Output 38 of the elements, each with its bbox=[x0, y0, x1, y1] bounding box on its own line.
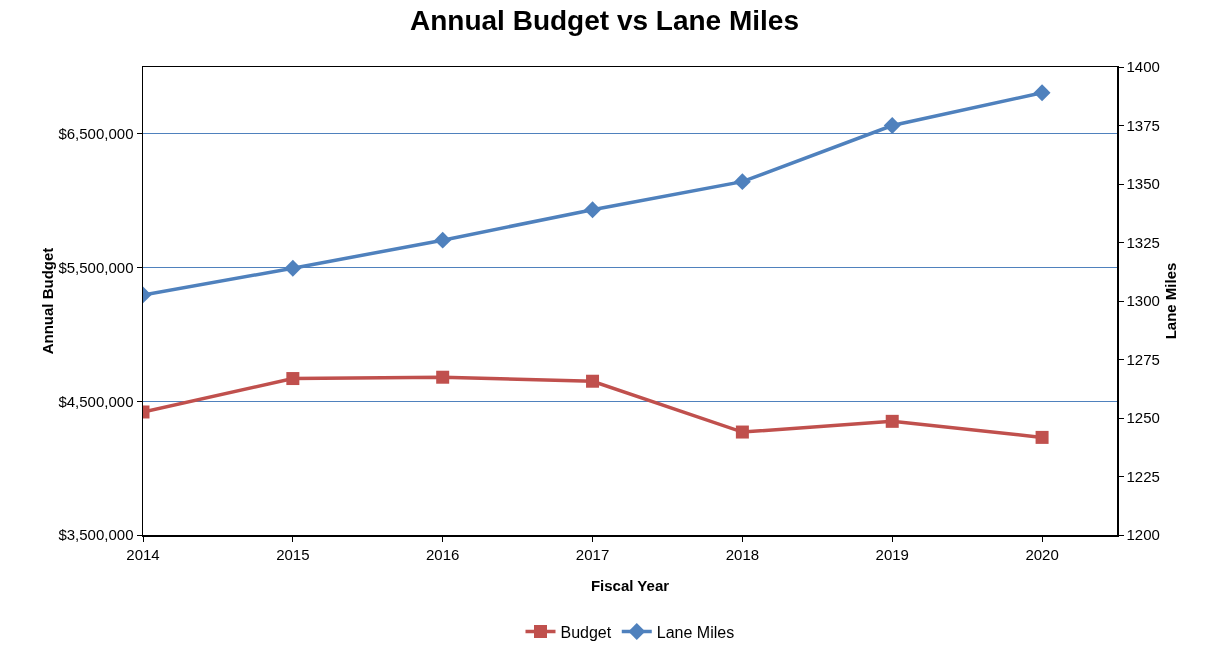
point bbox=[436, 370, 450, 384]
y2-tick-label: 1350 bbox=[1126, 175, 1160, 193]
point bbox=[1033, 84, 1051, 102]
point bbox=[883, 117, 901, 134]
y-tick-label: $5,500,000 bbox=[58, 258, 134, 276]
point bbox=[286, 372, 300, 386]
x-tick-label: 2015 bbox=[276, 545, 310, 563]
x-tick-label: 2018 bbox=[725, 545, 760, 563]
y2-tick-label: 1325 bbox=[1126, 233, 1160, 251]
y2-tick-label: 1300 bbox=[1126, 292, 1160, 310]
y2-axis-title: Lane Miles bbox=[1161, 262, 1179, 340]
x-tick-label: 2020 bbox=[1025, 545, 1059, 563]
legend-label: Budget bbox=[560, 623, 612, 641]
y2-tick-label: 1250 bbox=[1126, 409, 1160, 427]
point bbox=[735, 425, 749, 439]
point bbox=[885, 414, 899, 428]
y2-tick-label: 1375 bbox=[1126, 116, 1160, 134]
x-tick-label: 2019 bbox=[875, 545, 909, 563]
point bbox=[584, 201, 601, 219]
y-axis-title: Annual Budget bbox=[39, 247, 57, 355]
y-tick-label: $3,500,000 bbox=[58, 526, 134, 544]
y2-tick-label: 1225 bbox=[1126, 467, 1160, 485]
point bbox=[434, 231, 452, 249]
y2-tick-label: 1275 bbox=[1126, 350, 1160, 368]
y-tick-label: $6,500,000 bbox=[58, 125, 134, 143]
y2-tick-label: 1400 bbox=[1126, 58, 1160, 76]
x-tick-label: 2016 bbox=[426, 545, 460, 563]
x-tick-label: 2017 bbox=[575, 545, 610, 563]
point bbox=[1035, 430, 1049, 444]
y2-tick-label: 1200 bbox=[1126, 526, 1160, 544]
y-tick-label: $4,500,000 bbox=[58, 392, 134, 410]
x-tick-label: 2014 bbox=[126, 545, 160, 563]
chart-title: Annual Budget vs Lane Miles bbox=[410, 4, 799, 36]
point bbox=[733, 173, 751, 191]
x-axis-title: Fiscal Year bbox=[590, 576, 670, 594]
legend-label: Lane Miles bbox=[656, 623, 735, 641]
point bbox=[284, 259, 302, 277]
point bbox=[586, 374, 600, 388]
